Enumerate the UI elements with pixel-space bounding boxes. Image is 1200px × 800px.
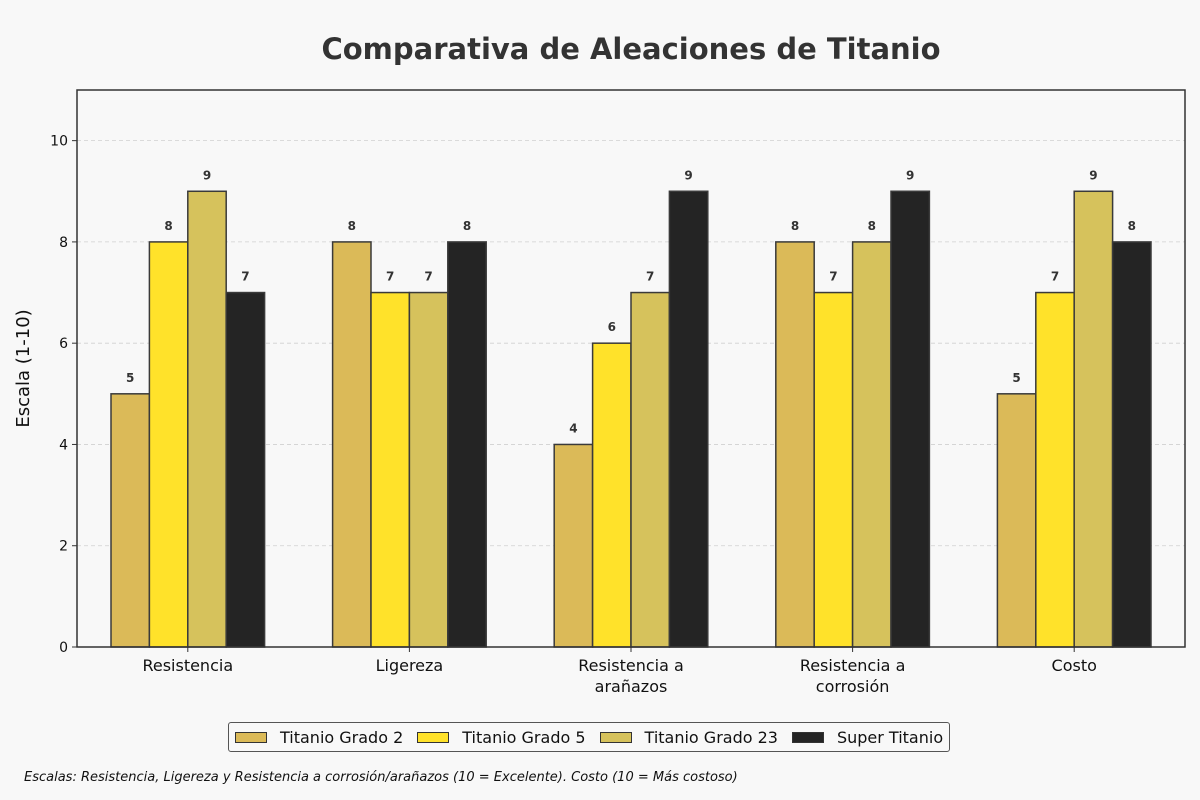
data-label: 4 — [569, 421, 577, 435]
y-tick-label: 8 — [59, 235, 68, 251]
bar — [331, 241, 372, 648]
legend-swatch — [599, 731, 632, 743]
legend-item: Super Titanio — [791, 727, 944, 747]
legend-label: Titanio Grado 23 — [644, 727, 778, 747]
y-tick-label: 4 — [59, 437, 68, 453]
data-label: 6 — [608, 320, 616, 334]
data-label: 7 — [424, 270, 432, 284]
bar — [1073, 190, 1114, 648]
bar — [668, 190, 709, 648]
legend-swatch — [791, 731, 824, 743]
data-label: 7 — [829, 270, 837, 284]
legend-item: Titanio Grado 23 — [599, 727, 778, 747]
legend-swatch — [417, 731, 450, 743]
bar — [851, 241, 892, 648]
bar — [408, 291, 449, 648]
data-label: 8 — [348, 219, 356, 233]
x-tick-label: Resistencia a — [800, 656, 906, 675]
data-label: 9 — [906, 168, 914, 182]
data-label: 8 — [791, 219, 799, 233]
footnote: Escalas: Resistencia, Ligereza y Resiste… — [24, 770, 738, 785]
y-tick-label: 10 — [50, 134, 68, 150]
bar — [1035, 291, 1075, 648]
bar — [148, 241, 189, 648]
bar — [553, 443, 594, 648]
data-labels: 5 8 9 7 8 7 7 8 4 6 7 9 8 7 8 9 5 7 9 8 — [126, 168, 1136, 435]
y-tick-label: 6 — [59, 336, 68, 352]
bar — [1111, 241, 1152, 648]
bar — [225, 291, 266, 648]
data-label: 7 — [1051, 270, 1059, 284]
x-tick-label: Ligereza — [376, 656, 444, 675]
data-label: 8 — [1128, 219, 1136, 233]
bar — [813, 291, 854, 648]
y-axis-label: Escala (1-10) — [13, 309, 34, 427]
x-tick-label: Resistencia — [142, 656, 233, 675]
bar — [110, 393, 151, 648]
bar — [630, 291, 671, 648]
data-label: 8 — [463, 219, 471, 233]
legend-swatch — [235, 731, 267, 743]
data-label: 9 — [203, 168, 211, 182]
bar — [591, 342, 632, 648]
bar — [447, 241, 487, 648]
data-label: 7 — [386, 270, 394, 284]
x-tick-label: corrosión — [816, 677, 890, 696]
bar — [187, 190, 227, 648]
legend-item: Titanio Grado 2 — [235, 728, 403, 747]
bars — [110, 190, 1152, 648]
legend-label: Titanio Grado 5 — [462, 727, 586, 747]
x-tick-label: Costo — [1052, 656, 1097, 675]
data-label: 5 — [1012, 371, 1020, 385]
x-tick-label: arañazos — [595, 677, 668, 696]
legend-label: Titanio Grado 2 — [280, 727, 404, 747]
data-label: 8 — [868, 219, 876, 233]
data-label: 7 — [241, 270, 249, 284]
y-tick-label: 0 — [59, 640, 68, 656]
data-label: 9 — [1089, 168, 1097, 182]
bar — [890, 190, 931, 648]
chart-title: Comparativa de Aleaciones de Titanio — [321, 32, 941, 66]
bar — [775, 241, 815, 648]
data-label: 7 — [646, 270, 654, 284]
bar — [370, 291, 411, 648]
legend-label: Super Titanio — [836, 727, 944, 747]
legend-item: Titanio Grado 5 — [417, 727, 586, 747]
axes: 0 2 4 6 8 10 Resistencia Ligereza Resistencia a a… — [50, 134, 1097, 696]
legend: Titanio Grado 2 Titanio Grado 5 Titanio Gr… — [228, 722, 951, 752]
x-tick-label: Resistencia a — [578, 656, 684, 675]
bar — [996, 393, 1037, 648]
data-label: 8 — [164, 219, 172, 233]
y-tick-label: 2 — [59, 539, 68, 555]
data-label: 5 — [126, 371, 134, 385]
data-label: 9 — [684, 168, 692, 182]
